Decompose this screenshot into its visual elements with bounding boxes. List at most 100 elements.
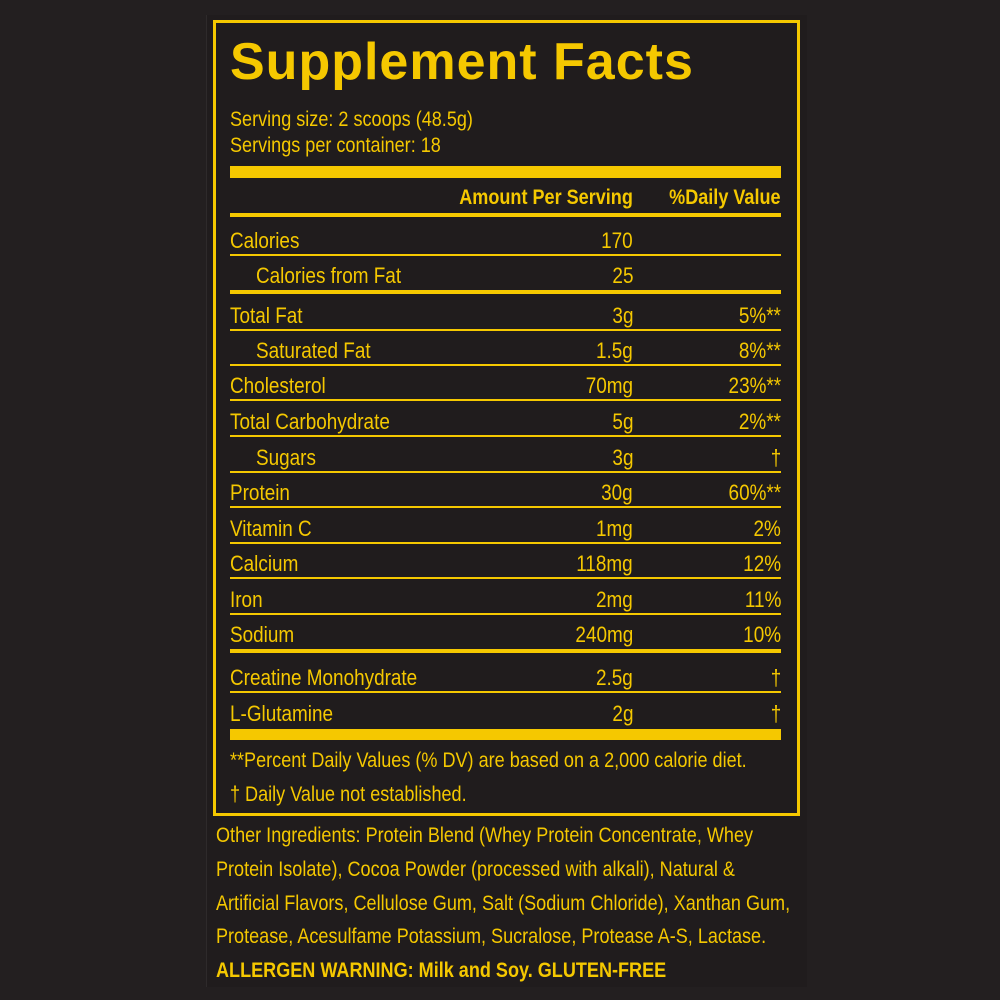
row-divider: [230, 613, 781, 615]
nutrient-daily-value: 60%**: [720, 480, 781, 506]
thick-row-divider: [230, 649, 781, 653]
nutrient-name: Total Fat: [230, 303, 314, 329]
ingredients-line: Protein Isolate), Cocoa Powder (processe…: [216, 859, 819, 880]
serving-size: Serving size: 2 scoops (48.5g): [230, 109, 512, 130]
nutrient-name-text: Total Fat: [230, 303, 303, 328]
footnote-dagger: † Daily Value not established.: [230, 784, 505, 805]
row-divider: [230, 435, 781, 437]
row-divider: [230, 506, 781, 508]
ingredients-line: Protease, Acesulfame Potassium, Sucralos…: [216, 926, 856, 947]
nutrient-amount-text: 1mg: [596, 516, 633, 541]
nutrient-amount-text: 2mg: [596, 587, 633, 612]
nutrient-amount-text: 118mg: [576, 551, 633, 576]
nutrient-amount-text: 240mg: [575, 622, 633, 647]
nutrient-name-text: Sugars: [256, 445, 316, 470]
nutrient-amount: 30g: [596, 480, 633, 506]
nutrient-name-text: Calories: [230, 228, 300, 253]
row-divider: [230, 254, 781, 256]
nutrient-daily-value-text: †: [770, 445, 781, 470]
nutrient-amount: 25: [609, 263, 633, 289]
ingredients-line: Other Ingredients: Protein Blend (Whey P…: [216, 825, 840, 846]
nutrient-amount-text: 1.5g: [596, 338, 633, 363]
servings-text: Servings per container: 18: [230, 134, 441, 157]
nutrient-name-text: L-Glutamine: [230, 701, 334, 726]
row-divider: [230, 329, 781, 331]
nutrient-daily-value: 12%: [737, 551, 781, 577]
nutrient-name: Saturated Fat: [256, 338, 389, 364]
nutrient-amount: 70mg: [578, 373, 633, 399]
title-text: Supplement Facts: [230, 33, 694, 91]
nutrient-name: Vitamin C: [230, 516, 325, 542]
nutrient-name: Sodium: [230, 622, 305, 648]
nutrient-name: Cholesterol: [230, 373, 341, 399]
nutrient-row: Iron 2mg 11%: [230, 580, 781, 614]
label-title: Supplement Facts: [230, 36, 694, 88]
nutrient-daily-value-text: 10%: [743, 622, 781, 647]
nutrient-row: Sugars 3g †: [230, 438, 781, 472]
nutrient-amount: 1.5g: [590, 338, 633, 364]
nutrient-row: Protein 30g 60%**: [230, 473, 781, 507]
nutrient-name-text: Saturated Fat: [256, 338, 371, 363]
nutrient-row: L-Glutamine 2g †: [230, 694, 781, 728]
nutrient-daily-value-text: 5%**: [738, 303, 781, 328]
nutrient-name-text: Creatine Monohydrate: [230, 665, 418, 690]
nutrient-name: Creatine Monohydrate: [230, 665, 448, 691]
ingredients-text: Protein Isolate), Cocoa Powder (processe…: [216, 858, 735, 881]
nutrient-amount-text: 2g: [611, 701, 633, 726]
nutrient-amount: 1mg: [590, 516, 633, 542]
nutrient-daily-value: †: [769, 445, 781, 471]
footnote-dv: **Percent Daily Values (% DV) are based …: [230, 750, 831, 771]
nutrient-name: Iron: [230, 587, 268, 613]
nutrient-daily-value: †: [769, 701, 781, 727]
nutrient-amount-text: 5g: [611, 409, 633, 434]
nutrient-daily-value: 23%**: [720, 373, 781, 399]
nutrient-name: Calories from Fat: [256, 263, 425, 289]
nutrient-amount: 5g: [609, 409, 633, 435]
nutrient-name-text: Iron: [230, 587, 263, 612]
ingredients-text: Artificial Flavors, Cellulose Gum, Salt …: [216, 892, 791, 915]
nutrient-row: Vitamin C 1mg 2%: [230, 509, 781, 543]
nutrient-name: Sugars: [256, 445, 326, 471]
nutrient-daily-value-text: 23%**: [728, 373, 781, 398]
nutrient-row: Sodium 240mg 10%: [230, 615, 781, 649]
nutrient-name: Calcium: [230, 551, 309, 577]
nutrient-name-text: Sodium: [230, 622, 295, 647]
nutrient-amount-text: 3g: [611, 303, 633, 328]
nutrient-daily-value: 11%: [739, 587, 781, 613]
nutrient-amount: 240mg: [566, 622, 633, 648]
allergen-warning: ALLERGEN WARNING: Milk and Soy. GLUTEN-F…: [216, 960, 739, 981]
header-dv-text: %Daily Value: [669, 186, 781, 209]
nutrient-daily-value-text: 2%**: [738, 409, 781, 434]
nutrient-amount-text: 70mg: [585, 373, 633, 398]
nutrient-row: Total Fat 3g 5%**: [230, 296, 781, 330]
header-divider: [230, 213, 781, 217]
footnote-dagger-text: † Daily Value not established.: [230, 783, 467, 806]
nutrient-daily-value: 5%**: [732, 303, 781, 329]
nutrient-name: Total Carbohydrate: [230, 409, 416, 435]
nutrient-amount-text: 3g: [611, 445, 633, 470]
row-divider: [230, 691, 781, 693]
row-divider: [230, 399, 781, 401]
ingredients-text: Other Ingredients: Protein Blend (Whey P…: [216, 824, 754, 847]
nutrient-daily-value-text: †: [770, 665, 781, 690]
ingredients-line: Artificial Flavors, Cellulose Gum, Salt …: [216, 893, 884, 914]
ingredients-text: Protease, Acesulfame Potassium, Sucralos…: [216, 925, 767, 948]
nutrient-name-text: Vitamin C: [230, 516, 312, 541]
nutrient-name: L-Glutamine: [230, 701, 350, 727]
thick-divider: [230, 166, 781, 178]
nutrient-name-text: Cholesterol: [230, 373, 326, 398]
nutrient-amount: 3g: [609, 303, 633, 329]
footnote-dv-text: **Percent Daily Values (% DV) are based …: [230, 749, 747, 772]
header-dv: %Daily Value: [651, 187, 781, 208]
thick-row-divider: [230, 290, 781, 294]
nutrient-name: Protein: [230, 480, 300, 506]
nutrient-daily-value: 2%: [749, 516, 781, 542]
nutrient-amount-text: 30g: [601, 480, 633, 505]
row-divider: [230, 471, 781, 473]
nutrient-row: Cholesterol 70mg 23%**: [230, 366, 781, 400]
nutrient-row: Creatine Monohydrate 2.5g †: [230, 658, 781, 692]
nutrient-row: Calories 170: [230, 221, 781, 255]
nutrient-amount-text: 170: [601, 228, 633, 253]
row-divider: [230, 542, 781, 544]
nutrient-amount-text: 2.5g: [596, 665, 633, 690]
